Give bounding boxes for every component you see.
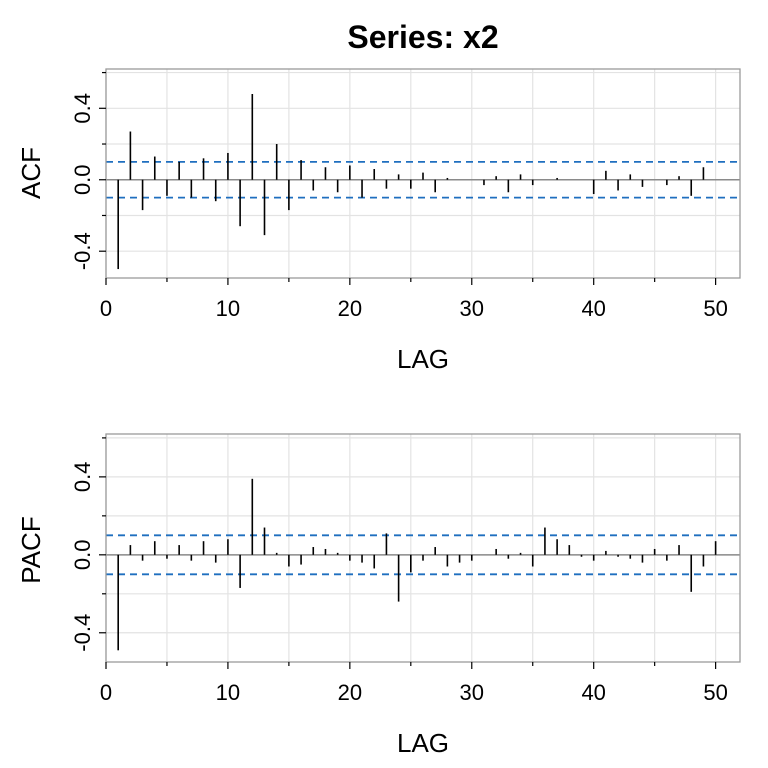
pacf-y-ticks: -0.4 0.0 0.4 — [70, 437, 106, 652]
pacf-plot-frame — [105, 433, 741, 663]
acf-y-ticks: -0.4 0.0 0.4 — [70, 71, 106, 270]
acf-x-tick-label: 10 — [216, 296, 240, 321]
pacf-x-tick-label: 40 — [581, 680, 605, 705]
acf-x-tick-label: 50 — [703, 296, 727, 321]
acf-y-tick-label: -0.4 — [70, 232, 95, 270]
acf-y-tick-label: 0.4 — [70, 93, 95, 124]
pacf-x-ticks: 0 10 20 30 40 50 — [100, 662, 728, 705]
pacf-x-tick-label: 20 — [338, 680, 362, 705]
pacf-y-tick-label: 0.0 — [70, 540, 95, 571]
acf-frame — [105, 68, 741, 279]
pacf-x-tick-label: 50 — [703, 680, 727, 705]
acf-x-tick-label: 20 — [338, 296, 362, 321]
acf-x-tick-label: 40 — [581, 296, 605, 321]
acf-bars — [117, 94, 705, 270]
pacf-y-axis-label: PACF — [16, 516, 46, 583]
pacf-grid — [105, 434, 740, 662]
acf-y-axis-label: ACF — [16, 147, 46, 199]
acf-confidence-bands — [106, 160, 740, 199]
pacf-y-tick-label: -0.4 — [70, 614, 95, 652]
pacf-x-tick-label: 0 — [100, 680, 112, 705]
pacf-panel: 0 10 20 30 40 50 -0.4 0.0 0.4 LAG PACF — [16, 433, 741, 758]
pacf-frame — [105, 433, 741, 663]
acf-x-axis-label: LAG — [397, 344, 449, 374]
pacf-x-tick-label: 30 — [460, 680, 484, 705]
pacf-bars — [117, 478, 717, 651]
acf-panel: 0 10 20 30 40 50 -0.4 0.0 0.4 LAG ACF — [16, 68, 741, 374]
pacf-x-tick-label: 10 — [216, 680, 240, 705]
pacf-x-axis-label: LAG — [397, 728, 449, 758]
pacf-y-tick-label: 0.4 — [70, 462, 95, 493]
chart-title: Series: x2 — [347, 19, 498, 55]
acf-x-tick-label: 0 — [100, 296, 112, 321]
acf-x-tick-label: 30 — [460, 296, 484, 321]
acf-plot-frame — [105, 68, 741, 279]
pacf-confidence-bands — [106, 534, 740, 576]
acf-y-tick-label: 0.0 — [70, 164, 95, 195]
acf-x-ticks: 0 10 20 30 40 50 — [100, 278, 728, 321]
